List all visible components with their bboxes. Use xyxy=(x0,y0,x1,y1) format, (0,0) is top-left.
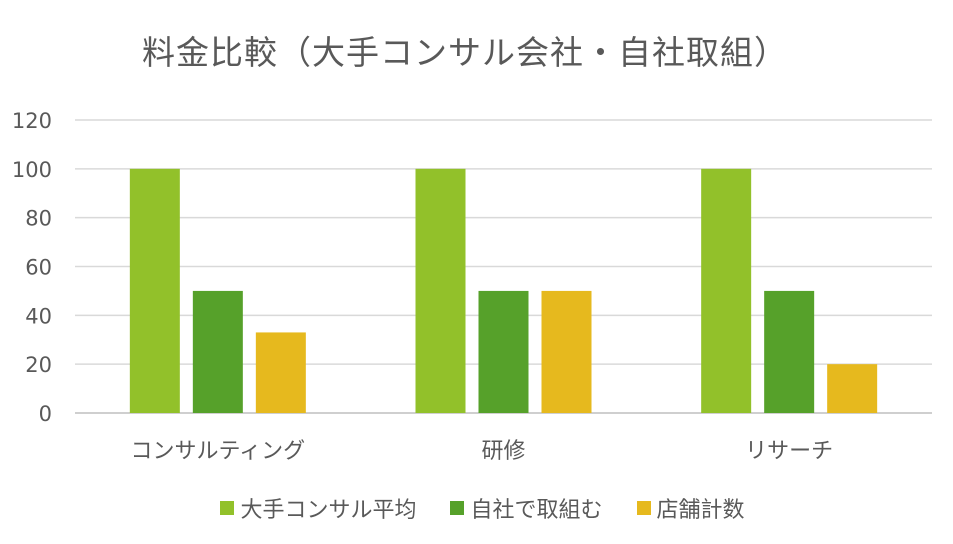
bar-3-3 xyxy=(827,364,878,413)
bars xyxy=(129,168,878,413)
bar-1-1 xyxy=(129,168,180,413)
bar-2-2 xyxy=(478,290,529,413)
y-tick-label: 100 xyxy=(12,158,52,182)
legend-swatch xyxy=(220,501,235,515)
x-axis-category-labels: コンサルティング 研修 リサーチ xyxy=(130,439,833,464)
chart-title: 料金比較（大手コンサル会社・自社取組） xyxy=(142,33,788,72)
legend-label: 自社で取組む xyxy=(470,498,603,523)
legend-item-3: 店舗計数 xyxy=(636,492,745,524)
bar-chart: 0 20 40 60 80 100 120 コンサルティング 研修 リサーチ xyxy=(12,109,932,464)
y-tick-label: 0 xyxy=(39,402,52,426)
bar-1-3 xyxy=(255,332,306,413)
bar-2-3 xyxy=(541,290,592,413)
x-category-label: コンサルティング xyxy=(130,439,305,464)
y-tick-label: 20 xyxy=(25,353,52,377)
legend: 大手コンサル平均 自社で取組む 店舗計数 xyxy=(0,492,953,524)
legend-label: 大手コンサル平均 xyxy=(240,498,417,523)
bar-3-1 xyxy=(701,168,752,413)
legend-item-2: 自社で取組む xyxy=(450,492,603,524)
y-axis-tick-labels: 0 20 40 60 80 100 120 xyxy=(12,109,52,426)
y-tick-label: 120 xyxy=(12,109,52,133)
x-category-label: 研修 xyxy=(481,439,525,464)
y-tick-label: 80 xyxy=(25,207,52,231)
bar-2-1 xyxy=(415,168,466,413)
legend-swatch xyxy=(636,501,651,515)
legend-swatch xyxy=(450,501,465,515)
legend-item-1: 大手コンサル平均 xyxy=(220,492,416,524)
bar-1-2 xyxy=(192,290,243,413)
legend-label: 店舗計数 xyxy=(656,498,745,523)
x-category-label: リサーチ xyxy=(745,439,833,464)
y-tick-label: 40 xyxy=(25,304,52,328)
bar-3-2 xyxy=(764,290,815,413)
y-tick-label: 60 xyxy=(25,256,52,280)
